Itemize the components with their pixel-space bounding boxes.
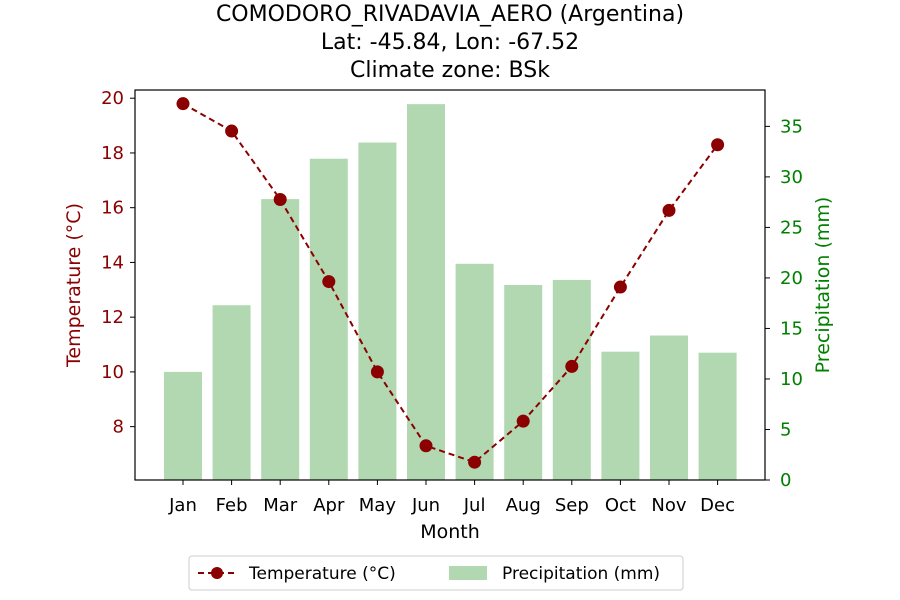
left-axis-label: Temperature (°C)	[63, 203, 85, 368]
precipitation-bar	[504, 285, 543, 480]
temperature-point	[419, 439, 433, 453]
temperature-point	[273, 192, 287, 206]
temperature-point	[613, 280, 627, 294]
precipitation-bar	[358, 142, 397, 480]
x-axis-label: Month	[420, 521, 480, 543]
right-axis-ticks: 0 5 10 15 20 25 30 35	[765, 116, 803, 491]
right-tick-label: 0	[780, 470, 791, 491]
right-tick-label: 25	[780, 217, 803, 238]
x-tick-label: Apr	[313, 495, 345, 516]
x-tick-label: Aug	[506, 495, 541, 516]
temperature-point	[370, 365, 384, 379]
precipitation-bar	[698, 352, 737, 480]
right-tick-label: 35	[780, 116, 803, 137]
legend-precipitation-label: Precipitation (mm)	[502, 564, 660, 584]
x-tick-label: May	[359, 495, 397, 516]
x-tick-label: Oct	[605, 495, 636, 516]
right-tick-label: 5	[780, 419, 791, 440]
precipitation-bar	[455, 263, 494, 480]
legend: Temperature (°C) Precipitation (mm)	[188, 555, 684, 591]
x-tick-label: Jun	[411, 495, 440, 516]
precipitation-bar	[261, 199, 300, 480]
right-tick-label: 15	[780, 318, 803, 339]
x-tick-label: Nov	[651, 495, 686, 516]
precipitation-bar	[309, 158, 348, 481]
temperature-point	[565, 359, 579, 373]
precipitation-bar	[650, 335, 688, 480]
x-tick-label: Mar	[263, 495, 298, 516]
temperature-point	[662, 203, 676, 217]
precipitation-bar	[601, 351, 640, 480]
left-tick-label: 8	[113, 417, 124, 438]
legend-frame	[188, 555, 684, 591]
right-axis-label: Precipitation (mm)	[812, 197, 834, 374]
temperature-line-series	[176, 97, 725, 469]
precipitation-bar	[212, 305, 251, 480]
left-tick-label: 20	[101, 88, 124, 109]
left-tick-label: 10	[101, 362, 124, 383]
left-tick-label: 16	[101, 198, 124, 219]
precipitation-bars	[164, 104, 737, 481]
temperature-point	[322, 275, 336, 289]
chart-title-line-2: Lat: -45.84, Lon: -67.52	[321, 30, 579, 55]
temperature-point	[468, 455, 482, 469]
x-axis-ticks: Jan Feb Mar Apr May Jun Jul Aug Sep Oct Nov Dec	[168, 480, 735, 516]
legend-precipitation-swatch	[449, 566, 487, 580]
left-axis-ticks: 8 10 12 14 16 18 20	[101, 88, 135, 438]
left-tick-label: 14	[101, 252, 124, 273]
left-tick-label: 12	[101, 307, 124, 328]
x-tick-label: Jul	[463, 495, 486, 516]
temperature-point	[176, 97, 190, 111]
right-tick-label: 20	[780, 268, 803, 289]
left-tick-label: 18	[101, 143, 124, 164]
chart-title-line-1: COMODORO_RIVADAVIA_AERO (Argentina)	[216, 2, 684, 27]
x-tick-label: Sep	[555, 495, 589, 516]
right-tick-label: 30	[780, 167, 803, 188]
right-tick-label: 10	[780, 369, 803, 390]
temperature-point	[711, 138, 725, 152]
x-tick-label: Feb	[216, 495, 248, 516]
x-tick-label: Dec	[700, 495, 735, 516]
legend-temperature-swatch-marker	[211, 567, 223, 579]
temperature-point	[225, 124, 239, 138]
x-tick-label: Jan	[168, 495, 197, 516]
legend-temperature-label: Temperature (°C)	[248, 564, 396, 584]
precipitation-bar	[407, 104, 445, 480]
temperature-point	[516, 414, 530, 428]
plot-area-frame	[134, 89, 766, 481]
precipitation-bar	[164, 371, 202, 480]
chart-title-line-3: Climate zone: BSk	[350, 58, 550, 83]
temperature-line	[182, 102, 719, 464]
